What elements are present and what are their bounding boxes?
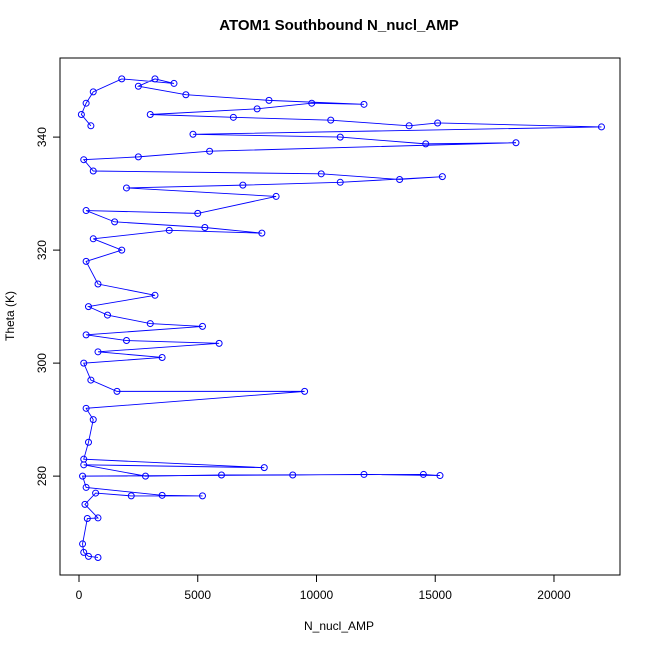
point bbox=[82, 99, 90, 107]
x-tick-label: 5000 bbox=[184, 588, 211, 602]
point bbox=[308, 99, 316, 107]
point bbox=[422, 140, 430, 148]
point bbox=[127, 492, 135, 500]
point bbox=[81, 500, 89, 508]
chart-title: ATOM1 Southbound N_nucl_AMP bbox=[219, 17, 458, 34]
point bbox=[289, 471, 297, 479]
point bbox=[134, 153, 142, 161]
point bbox=[336, 133, 344, 141]
point bbox=[360, 470, 368, 478]
point bbox=[118, 75, 126, 83]
point bbox=[87, 376, 95, 384]
series-line bbox=[80, 78, 602, 558]
point bbox=[396, 175, 404, 183]
point bbox=[405, 122, 413, 130]
point bbox=[79, 540, 87, 548]
y-tick-label: 340 bbox=[35, 127, 49, 147]
y-axis-label: Theta (K) bbox=[3, 291, 17, 341]
x-tick-label: 20000 bbox=[537, 588, 571, 602]
point bbox=[201, 224, 209, 232]
point bbox=[94, 280, 102, 288]
point bbox=[82, 207, 90, 215]
point bbox=[189, 130, 197, 138]
point bbox=[239, 181, 247, 189]
point bbox=[215, 339, 223, 347]
point bbox=[272, 192, 280, 200]
point bbox=[118, 246, 126, 254]
point bbox=[94, 514, 102, 522]
point bbox=[134, 82, 142, 90]
point bbox=[141, 472, 149, 480]
point bbox=[82, 404, 90, 412]
point bbox=[434, 119, 442, 127]
point bbox=[89, 416, 97, 424]
point bbox=[165, 226, 173, 234]
point bbox=[80, 455, 88, 463]
point bbox=[260, 464, 268, 472]
point bbox=[94, 348, 102, 356]
point bbox=[89, 235, 97, 243]
point bbox=[84, 438, 92, 446]
point bbox=[317, 170, 325, 178]
point bbox=[158, 353, 166, 361]
point bbox=[198, 492, 206, 500]
point bbox=[301, 387, 309, 395]
x-tick-label: 15000 bbox=[419, 588, 453, 602]
point bbox=[92, 489, 100, 497]
x-tick-label: 10000 bbox=[300, 588, 334, 602]
point bbox=[84, 303, 92, 311]
point bbox=[82, 483, 90, 491]
point bbox=[113, 387, 121, 395]
point bbox=[80, 359, 88, 367]
y-tick-label: 280 bbox=[35, 466, 49, 486]
point bbox=[151, 75, 159, 83]
point bbox=[419, 470, 427, 478]
x-tick-label: 0 bbox=[76, 588, 83, 602]
point bbox=[217, 471, 225, 479]
point bbox=[438, 173, 446, 181]
point bbox=[80, 156, 88, 164]
point bbox=[170, 79, 178, 87]
point bbox=[82, 331, 90, 339]
point bbox=[89, 167, 97, 175]
point bbox=[87, 122, 95, 130]
point bbox=[94, 553, 102, 561]
point bbox=[82, 257, 90, 265]
point bbox=[83, 514, 91, 522]
point bbox=[122, 337, 130, 345]
point bbox=[151, 291, 159, 299]
point bbox=[327, 116, 335, 124]
point bbox=[146, 320, 154, 328]
point bbox=[597, 123, 605, 131]
point bbox=[436, 472, 444, 480]
point bbox=[194, 209, 202, 217]
point bbox=[198, 322, 206, 330]
point bbox=[336, 178, 344, 186]
point bbox=[84, 552, 92, 560]
point bbox=[182, 91, 190, 99]
point bbox=[122, 184, 130, 192]
point bbox=[158, 491, 166, 499]
point bbox=[80, 548, 88, 556]
point bbox=[111, 218, 119, 226]
point bbox=[206, 147, 214, 155]
point bbox=[79, 472, 87, 480]
point bbox=[77, 111, 85, 119]
point bbox=[360, 100, 368, 108]
y-tick-label: 300 bbox=[35, 353, 49, 373]
point bbox=[229, 113, 237, 121]
point bbox=[253, 105, 261, 113]
y-tick-label: 320 bbox=[35, 240, 49, 260]
point bbox=[265, 96, 273, 104]
point bbox=[146, 111, 154, 119]
x-axis-label: N_nucl_AMP bbox=[304, 619, 374, 633]
point bbox=[258, 229, 266, 237]
point bbox=[89, 88, 97, 96]
point bbox=[103, 311, 111, 319]
point bbox=[512, 139, 520, 147]
plot-frame bbox=[59, 57, 621, 576]
